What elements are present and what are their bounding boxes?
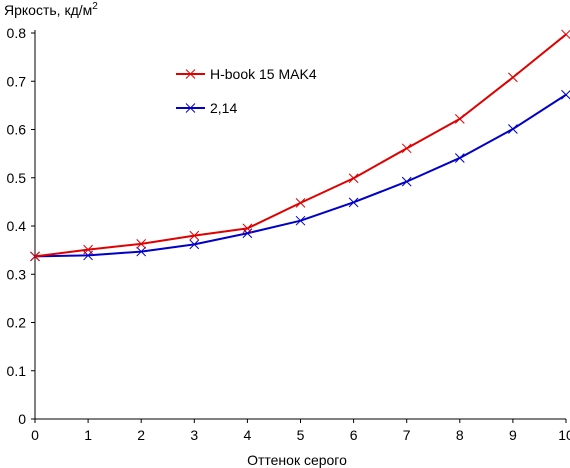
series-layer: [30, 29, 570, 262]
y-tick-label: 0.7: [7, 73, 27, 89]
data-point-marker: [242, 223, 253, 234]
x-axis-title: Оттенок серого: [247, 452, 347, 468]
x-tick-label: 8: [456, 427, 464, 443]
data-point-marker: [83, 244, 93, 255]
data-point-marker: [136, 246, 147, 257]
data-point-marker: [508, 72, 518, 83]
legend-item: H-book 15 MAK4: [176, 66, 317, 82]
legend-label: H-book 15 MAK4: [210, 66, 317, 82]
data-point-marker: [295, 197, 306, 208]
y-axis-ticks: 0 0.1 0.2 0.3 0.4 0.5 0.6 0.7 0.8: [7, 25, 35, 427]
data-point-marker: [401, 176, 412, 187]
y-tick-label: 0.2: [7, 315, 27, 331]
x-tick-label: 3: [190, 427, 198, 443]
data-point-marker: [561, 89, 570, 100]
data-point-marker: [136, 238, 147, 249]
data-point-marker: [242, 228, 253, 239]
x-tick-label: 1: [84, 427, 92, 443]
x-tick-label: 6: [350, 427, 358, 443]
data-point-marker: [561, 29, 570, 40]
legend: H-book 15 MAK4 2,14: [176, 66, 317, 116]
x-tick-label: 2: [137, 427, 145, 443]
y-tick-label: 0: [18, 411, 26, 427]
plot-frame: [34, 30, 566, 420]
data-point-marker: [348, 173, 359, 184]
x-tick-label: 10: [558, 427, 570, 443]
x-axis-ticks: 0 1 2 3 4 5 6 7 8 9 10: [31, 419, 570, 443]
x-tick-label: 5: [297, 427, 305, 443]
legend-marker: [185, 103, 196, 113]
y-tick-label: 0.8: [7, 25, 27, 41]
y-axis-title-text: Яркость, кд/м: [4, 2, 92, 18]
data-point-marker: [454, 114, 465, 124]
data-point-marker: [508, 124, 518, 134]
y-tick-label: 0.6: [7, 122, 27, 138]
y-axis-title: Яркость, кд/м2: [4, 1, 98, 18]
data-point-marker: [30, 251, 40, 262]
x-tick-label: 0: [31, 427, 39, 443]
x-tick-label: 7: [403, 427, 411, 443]
series-1: [30, 89, 570, 262]
data-point-marker: [189, 230, 200, 241]
data-point-marker: [401, 143, 412, 154]
y-tick-label: 0.3: [7, 266, 27, 282]
series-0: [30, 29, 570, 262]
y-tick-label: 0.5: [7, 170, 27, 186]
series-line: [34, 93, 567, 258]
x-tick-label: 4: [244, 427, 252, 443]
legend-marker: [185, 69, 196, 79]
legend-label: 2,14: [210, 100, 237, 116]
y-tick-label: 0.1: [7, 363, 27, 379]
legend-item: 2,14: [176, 100, 237, 116]
x-tick-label: 9: [509, 427, 517, 443]
data-point-marker: [189, 239, 200, 250]
y-axis-title-superscript: 2: [92, 1, 98, 12]
data-point-marker: [348, 197, 359, 208]
data-point-marker: [454, 153, 465, 163]
y-tick-label: 0.4: [7, 218, 27, 234]
data-point-marker: [295, 215, 306, 226]
